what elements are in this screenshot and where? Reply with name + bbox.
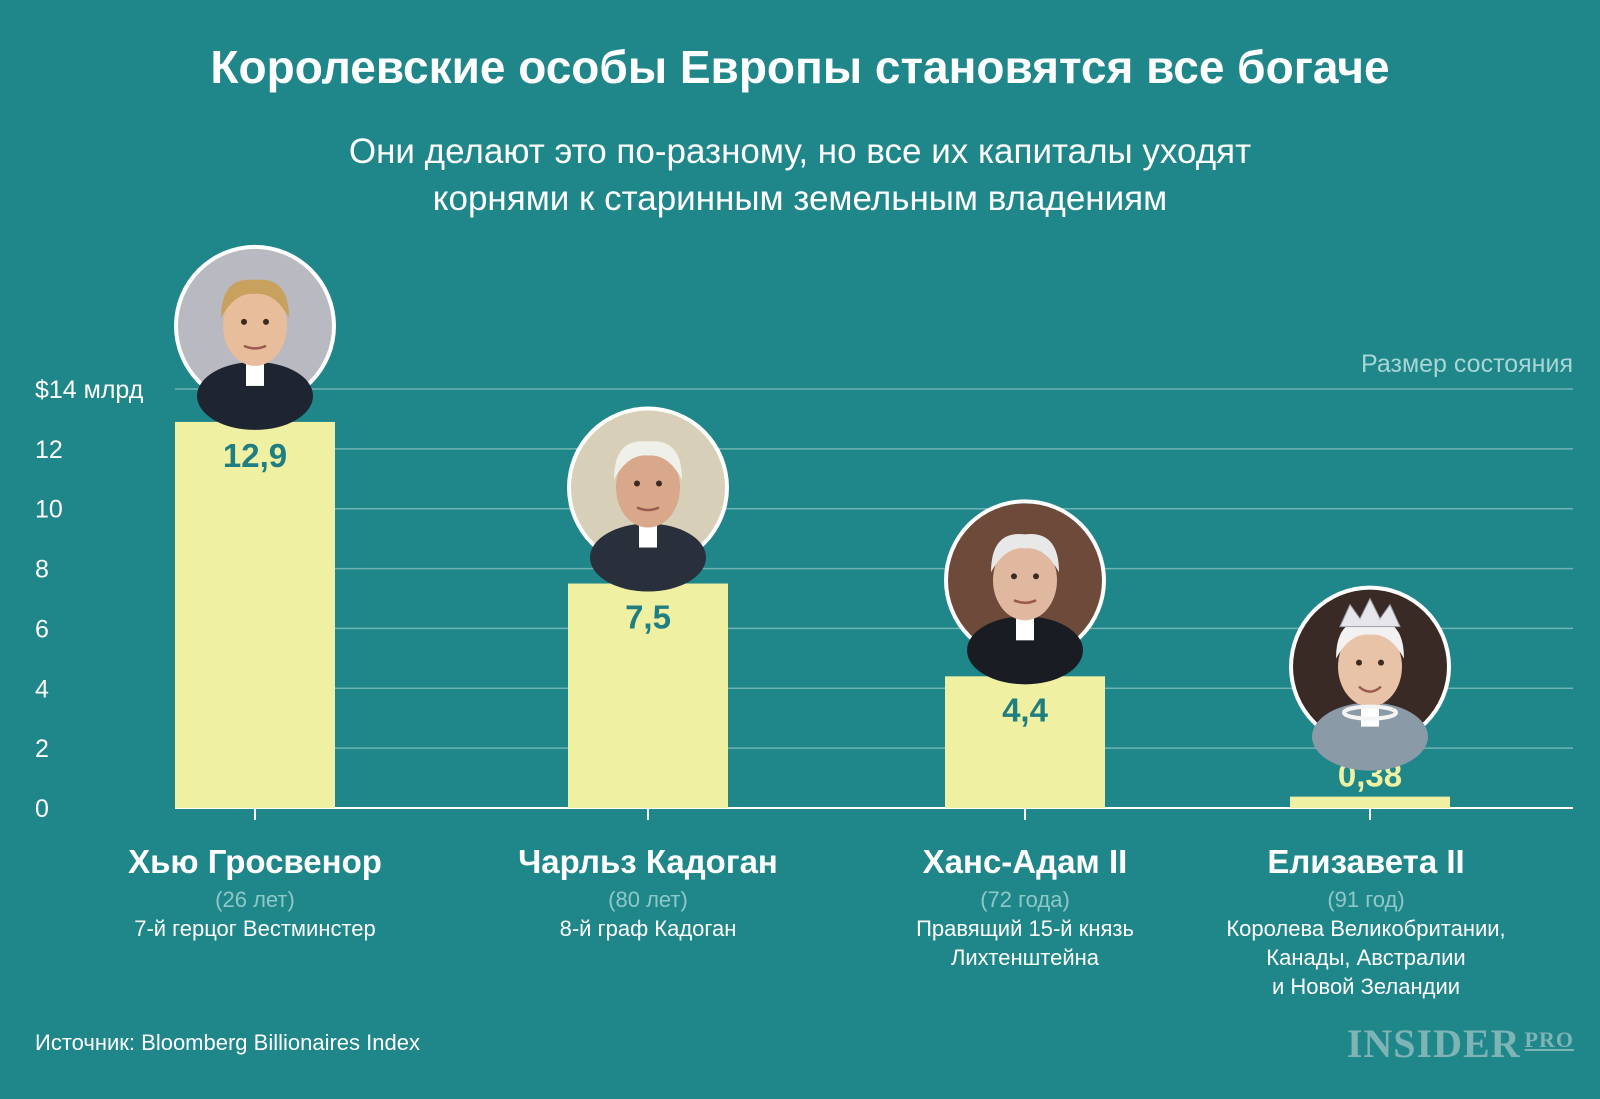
person-title-line: Королева Великобритании, — [1226, 916, 1506, 941]
y-tick-label: 4 — [35, 675, 49, 703]
chart-title: Королевские особы Европы становятся все … — [210, 41, 1390, 93]
y-tick-label: 0 — [35, 795, 49, 823]
portrait-young-man-icon — [174, 244, 336, 430]
value-label: 7,5 — [625, 599, 671, 636]
y-tick-label: 2 — [35, 735, 49, 763]
bar-grosvenor — [175, 421, 335, 808]
person-label-cadogan: Чарльз Кадоган (80 лет) 8-й граф Кадоган — [458, 842, 838, 943]
insider-pro-logo: INSIDER PRO — [1347, 1020, 1574, 1067]
person-name: Чарльз Кадоган — [518, 843, 778, 880]
portrait-queen-tiara-icon — [1289, 585, 1451, 771]
portrait-grey-haired-man-icon — [944, 499, 1106, 685]
value-label: 12,9 — [223, 437, 287, 474]
person-title-line: Канады, Австралии — [1266, 945, 1466, 970]
person-age: (91 год) — [1327, 887, 1405, 912]
person-name: Ханс-Адам II — [922, 843, 1128, 880]
person-label-elizabeth: Елизавета II (91 год) Королева Великобрита… — [1176, 842, 1556, 1001]
person-name: Елизавета II — [1267, 843, 1465, 880]
bar-elizabeth — [1290, 796, 1450, 808]
y-tick-label: 8 — [35, 556, 49, 584]
person-title-line: 8-й граф Кадоган — [559, 916, 737, 941]
person-label-hans-adam: Ханс-Адам II (72 года) Правящий 15-й князь… — [835, 842, 1215, 972]
value-label: 4,4 — [1002, 691, 1049, 728]
bar-hans-adam — [945, 676, 1105, 808]
person-label-grosvenor: Хью Гросвенор (26 лет) 7-й герцог Вестминс… — [65, 842, 445, 943]
person-title-line: Лихтенштейна — [950, 945, 1100, 970]
person-title-line: 7-й герцог Вестминстер — [134, 916, 376, 941]
person-age: (26 лет) — [215, 887, 295, 912]
logo-sub: PRO — [1524, 1027, 1574, 1052]
person-age: (80 лет) — [608, 887, 688, 912]
subtitle-line-1: Они делают это по-разному, но все их кап… — [348, 132, 1252, 171]
logo-main: INSIDER — [1346, 1021, 1521, 1066]
chart-subtitle: Они делают это по-разному, но все их кап… — [250, 128, 1350, 222]
person-age: (72 года) — [980, 887, 1070, 912]
portrait-elderly-man-icon — [567, 406, 729, 592]
y-tick-label: 6 — [35, 615, 49, 643]
wealth-axis-label: Размер состояния — [1361, 350, 1573, 378]
source-note: Источник: Bloomberg Billionaires Index — [35, 1030, 420, 1055]
bar-cadogan — [568, 583, 728, 808]
person-name: Хью Гросвенор — [128, 843, 382, 880]
y-tick-label: $14 млрд — [35, 376, 144, 404]
y-tick-label: 12 — [35, 436, 63, 464]
person-title-line: и Новой Зеландии — [1271, 974, 1461, 999]
person-title-line: Правящий 15-й князь — [916, 916, 1134, 941]
y-tick-label: 10 — [35, 496, 63, 524]
subtitle-line-2: корнями к старинным земельным владениям — [432, 179, 1168, 218]
